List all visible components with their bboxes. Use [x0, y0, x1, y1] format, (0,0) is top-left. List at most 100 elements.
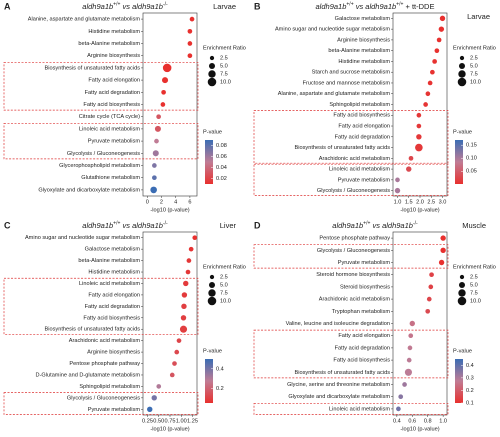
x-tick-label: 1.00 [176, 418, 187, 424]
bubble [154, 125, 161, 132]
size-legend-key [458, 289, 466, 297]
category-label: Glyoxylate and dicarboxylate metabolism [288, 394, 390, 400]
category-label: Linoleic acid metabolism [329, 406, 390, 412]
group-box [253, 402, 449, 415]
category-label: Arginine biosynthesis [87, 53, 140, 59]
panel-label: A [4, 1, 11, 11]
bubble [416, 112, 422, 118]
bubble [415, 143, 423, 152]
size-legend-label: 10.0 [220, 298, 231, 304]
bubble [396, 406, 401, 412]
bubble [151, 395, 157, 401]
category-label: Fatty acid biosynthesis [83, 102, 140, 108]
bubble [169, 372, 175, 378]
colorbar-label: 0.08 [216, 143, 227, 149]
category-label: Glyoxylate and dicarboxylate metabolism [38, 187, 140, 193]
x-tick-label: 0.50 [153, 418, 164, 424]
title-part: aldh9a1b [332, 221, 363, 230]
category-label: Arachidonic acid metabolism [69, 338, 141, 344]
bubble [395, 177, 400, 183]
bubble [180, 315, 187, 321]
size-legend-key [208, 62, 216, 70]
size-legend-key [457, 296, 467, 306]
size-legend-key [458, 70, 466, 78]
panel-subtitle: Muscle [462, 221, 486, 230]
x-tick-label: 0.25 [142, 418, 153, 424]
colorbar-label: 0.2 [466, 388, 474, 394]
size-legend-label: 5.0 [470, 63, 478, 69]
panel-subtitle: Liver [220, 221, 237, 230]
category-label: Alanine, aspartate and glutamate metabol… [278, 91, 391, 97]
bubble [416, 134, 422, 140]
size-legend-key [459, 55, 465, 61]
category-label: Histidine metabolism [88, 270, 140, 276]
title-sup: -/- [413, 221, 418, 227]
size-legend-key [458, 62, 466, 70]
panel-subtitle: Larvae [467, 12, 490, 21]
x-tick-label: 2 [160, 199, 163, 205]
category-label: Alanine, aspartate and glutamate metabol… [28, 17, 141, 23]
bubble [181, 303, 187, 310]
colorbar-label: 0.02 [216, 176, 227, 182]
bubble [188, 246, 194, 252]
title-sup: +/+ [363, 221, 370, 227]
size-legend-label: 2.5 [470, 55, 478, 61]
bubble [408, 155, 414, 161]
size-legend-key [208, 281, 216, 289]
category-label: Pentose phosphate pathway [69, 361, 140, 367]
bubble [439, 15, 446, 22]
category-label: Glycolysis / Gluconeogenesis [317, 248, 390, 254]
category-label: beta-Alanine metabolism [78, 41, 140, 47]
panel-subtitle: Larvae [213, 2, 236, 11]
title-part: vs aldh9a1b [120, 221, 163, 230]
x-axis-label: -log10 (p-value) [400, 426, 439, 432]
category-label: Fatty acid elongation [88, 292, 140, 298]
bubble [192, 235, 198, 241]
bubble [156, 384, 162, 389]
title-part: vs aldh9a1b [370, 221, 413, 230]
bubble [407, 345, 413, 351]
bubble [438, 26, 445, 32]
x-tick-label: 0.75 [165, 418, 176, 424]
category-label: Fatty acid degradation [335, 134, 390, 140]
category-label: Fatty acid biosynthesis [333, 113, 390, 119]
title-sup: +/+ [113, 221, 120, 227]
colorbar-label: 0.04 [216, 165, 227, 171]
panel-label: C [4, 220, 11, 230]
colorbar-label: 0.4 [466, 363, 474, 369]
title-sup: +/+ [113, 2, 120, 8]
category-label: Fatty acid degradation [85, 304, 140, 310]
category-label: Glycolysis / Gluconeogenesis [67, 395, 140, 401]
bubble [150, 186, 157, 194]
colorbar-label: 0.15 [466, 143, 477, 149]
bubble [426, 296, 432, 302]
colorbar-label: 0.3 [466, 375, 474, 381]
x-axis-label: -log10 (p-value) [150, 426, 189, 432]
bubble [187, 41, 193, 46]
size-legend-label: 7.5 [220, 71, 228, 77]
colorbar-label: 0.06 [216, 154, 227, 160]
category-label: Glycerophospholipid metabolism [59, 163, 140, 169]
panel-label: B [254, 1, 261, 11]
x-axis-label: -log10 (p-value) [400, 207, 439, 213]
category-label: Amino sugar and nucleotide sugar metabol… [25, 235, 140, 241]
bubble [402, 382, 407, 387]
bubble [152, 163, 157, 168]
bubble [160, 102, 166, 107]
bubble [185, 269, 191, 275]
size-legend-label: 10.0 [470, 79, 481, 85]
size-legend-label: 5.0 [220, 63, 228, 69]
size-legend-key [209, 55, 215, 61]
color-legend-title: P-value [453, 348, 472, 354]
size-legend-label: 2.5 [220, 55, 228, 61]
category-label: Pyruvate metabolism [338, 260, 391, 266]
title-sup: +/+ [346, 2, 353, 8]
bubble [425, 308, 431, 314]
size-legend-label: 7.5 [470, 290, 478, 296]
bubble [434, 48, 440, 54]
panel-title: aldh9a1b+/+ vs aldh9a1b-/- [82, 2, 168, 11]
